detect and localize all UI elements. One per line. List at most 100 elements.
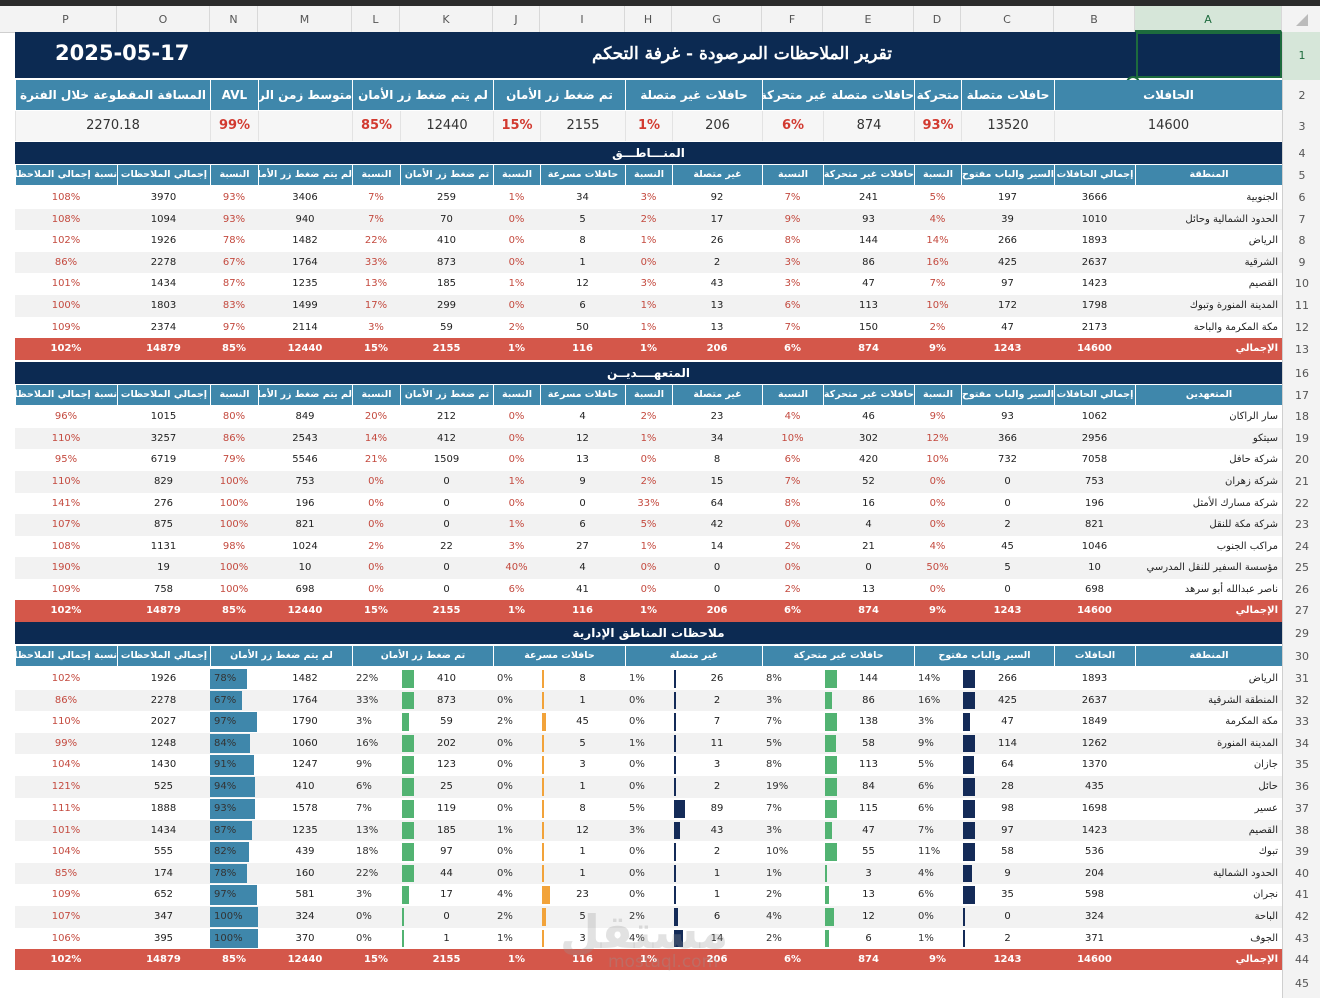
admin-total-g[interactable]: 206 [706, 954, 728, 965]
contractors-cell-g[interactable]: 23 [710, 411, 724, 422]
contractors-cell-l[interactable]: 20% [364, 411, 388, 422]
contractors-cell-d[interactable]: 0% [929, 584, 946, 595]
admin-cell-h[interactable]: 0% [629, 716, 645, 727]
admin-cell-k[interactable]: 185 [436, 825, 457, 836]
contractors-cell-f[interactable]: 4% [784, 411, 801, 422]
admin-cell-a[interactable]: الرياض [1248, 673, 1278, 684]
regions-cell-c[interactable]: 172 [997, 300, 1018, 311]
row-header-42[interactable]: 42 [1295, 910, 1309, 923]
regions-cell-i[interactable]: 12 [576, 278, 589, 289]
admin-cell-f[interactable]: 19% [766, 781, 789, 792]
regions-cell-d[interactable]: 7% [929, 278, 946, 289]
admin-cell-g[interactable]: 2 [713, 846, 721, 857]
regions-cell-l[interactable]: 17% [364, 300, 388, 311]
admin-cell-k[interactable]: 873 [436, 695, 457, 706]
admin-cell-h[interactable]: 1% [629, 738, 645, 749]
admin-cell-p[interactable]: 104% [51, 846, 81, 857]
regions-cell-o[interactable]: 2278 [150, 257, 177, 268]
contractors-total-d[interactable]: 9% [929, 605, 946, 616]
column-header-p[interactable]: P [15, 6, 117, 32]
regions-total-k[interactable]: 2155 [432, 343, 461, 354]
admin-cell-l[interactable]: 9% [356, 759, 372, 770]
admin-cell-p[interactable]: 107% [51, 911, 81, 922]
regions-cell-h[interactable]: 2% [640, 214, 657, 225]
contractors-cell-f[interactable]: 8% [784, 498, 801, 509]
regions-cell-b[interactable]: 1423 [1081, 278, 1108, 289]
admin-cell-g[interactable]: 6 [713, 911, 721, 922]
regions-cell-h[interactable]: 0% [640, 257, 657, 268]
contractors-cell-p[interactable]: 96% [54, 411, 78, 422]
admin-cell-n[interactable]: 94% [214, 781, 237, 792]
contractors-total-j[interactable]: 1% [508, 605, 525, 616]
admin-cell-o[interactable]: 652 [153, 889, 174, 900]
contractors-cell-c[interactable]: 0 [1004, 476, 1011, 487]
admin-cell-l[interactable]: 18% [356, 846, 379, 857]
admin-cell-c[interactable]: 47 [1001, 716, 1014, 727]
admin-cell-c[interactable]: 9 [1004, 868, 1011, 879]
contractors-cell-a[interactable]: شركة مكة للنقل [1209, 519, 1278, 530]
admin-cell-m[interactable]: 1235 [292, 825, 318, 836]
admin-cell-j[interactable]: 1% [497, 825, 513, 836]
regions-cell-i[interactable]: 8 [579, 235, 586, 246]
regions-total-g[interactable]: 206 [706, 343, 728, 354]
regions-cell-c[interactable]: 197 [997, 192, 1018, 203]
regions-cell-o[interactable]: 3970 [150, 192, 177, 203]
admin-cell-e[interactable]: 13 [862, 889, 875, 900]
admin-cell-f[interactable]: 2% [766, 933, 782, 944]
regions-cell-k[interactable]: 299 [436, 300, 457, 311]
regions-cell-p[interactable]: 108% [51, 192, 81, 203]
regions-cell-e[interactable]: 150 [858, 322, 879, 333]
regions-cell-b[interactable]: 1893 [1081, 235, 1108, 246]
contractors-cell-k[interactable]: 0 [443, 498, 450, 509]
column-header-l[interactable]: L [352, 6, 400, 32]
admin-cell-d[interactable]: 6% [918, 889, 934, 900]
regions-cell-g[interactable]: 92 [710, 192, 724, 203]
row-header-29[interactable]: 29 [1295, 627, 1309, 640]
contractors-cell-l[interactable]: 0% [368, 562, 384, 573]
contractors-cell-b[interactable]: 10 [1088, 562, 1101, 573]
admin-cell-c[interactable]: 0 [1004, 911, 1011, 922]
contractors-cell-h[interactable]: 2% [640, 411, 657, 422]
admin-cell-i[interactable]: 1 [579, 846, 586, 857]
admin-cell-d[interactable]: 3% [918, 716, 934, 727]
admin-cell-a[interactable]: تبوك [1258, 846, 1278, 857]
admin-cell-f[interactable]: 10% [766, 846, 789, 857]
admin-cell-l[interactable]: 13% [356, 825, 379, 836]
admin-cell-l[interactable]: 22% [356, 673, 379, 684]
admin-cell-o[interactable]: 1434 [150, 825, 177, 836]
admin-cell-l[interactable]: 16% [356, 738, 379, 749]
contractors-cell-e[interactable]: 302 [858, 433, 879, 444]
contractors-total-g[interactable]: 206 [706, 605, 728, 616]
contractors-cell-n[interactable]: 80% [222, 411, 246, 422]
row-header-6[interactable]: 6 [1298, 191, 1306, 204]
contractors-cell-o[interactable]: 276 [153, 498, 174, 509]
contractors-cell-f[interactable]: 2% [784, 541, 801, 552]
contractors-cell-l[interactable]: 0% [368, 584, 384, 595]
admin-cell-h[interactable]: 0% [629, 868, 645, 879]
contractors-cell-o[interactable]: 875 [153, 519, 174, 530]
admin-cell-j[interactable]: 0% [497, 759, 513, 770]
admin-cell-n[interactable]: 82% [214, 846, 237, 857]
contractors-cell-g[interactable]: 0 [713, 584, 721, 595]
admin-cell-b[interactable]: 324 [1084, 911, 1105, 922]
row-header-43[interactable]: 43 [1295, 932, 1309, 945]
contractors-cell-b[interactable]: 698 [1084, 584, 1105, 595]
admin-total-k[interactable]: 2155 [432, 954, 461, 965]
contractors-cell-i[interactable]: 4 [579, 562, 586, 573]
contractors-cell-a[interactable]: ناصر عبدالله أبو سرهد [1184, 584, 1278, 595]
regions-cell-l[interactable]: 13% [364, 278, 388, 289]
contractors-cell-h[interactable]: 1% [640, 541, 657, 552]
admin-cell-h[interactable]: 3% [629, 825, 645, 836]
regions-cell-g[interactable]: 43 [710, 278, 724, 289]
admin-cell-c[interactable]: 97 [1001, 825, 1014, 836]
row-header-26[interactable]: 26 [1295, 583, 1309, 596]
admin-cell-o[interactable]: 2278 [150, 695, 177, 706]
admin-cell-p[interactable]: 106% [51, 933, 81, 944]
admin-cell-j[interactable]: 2% [497, 716, 513, 727]
regions-cell-n[interactable]: 78% [222, 235, 246, 246]
contractors-cell-d[interactable]: 10% [926, 454, 949, 465]
admin-cell-m[interactable]: 1790 [292, 716, 318, 727]
contractors-cell-b[interactable]: 1046 [1081, 541, 1108, 552]
admin-cell-n[interactable]: 93% [214, 803, 237, 814]
row-header-21[interactable]: 21 [1295, 475, 1309, 488]
